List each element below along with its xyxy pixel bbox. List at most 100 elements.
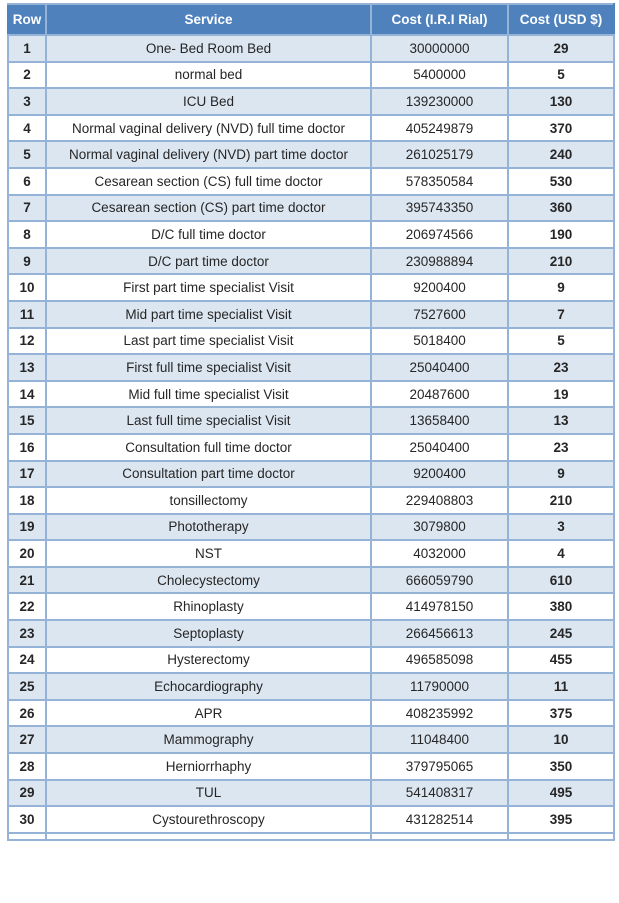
cost-usd-cell: 210 <box>507 246 615 276</box>
row-number-cell: 10 <box>7 273 47 302</box>
table-row: 25 Echocardiography 11790000 11 <box>7 672 615 701</box>
partial-clipped-cell <box>7 831 47 841</box>
cost-usd-cell: 23 <box>507 353 615 382</box>
service-cell: APR <box>45 698 372 728</box>
table-row: 30 Cystourethroscopy 431282514 395 <box>7 805 615 834</box>
row-number-cell: 14 <box>7 379 47 409</box>
table-row: 14 Mid full time specialist Visit 20487600… <box>7 379 615 409</box>
table-row: 24 Hysterectomy 496585098 455 <box>7 645 615 675</box>
cost-rial-cell: 261025179 <box>370 140 509 169</box>
cost-rial-cell: 4032000 <box>370 539 509 568</box>
service-cell: Normal vaginal delivery (NVD) part time … <box>45 140 372 169</box>
cost-usd-cell: 360 <box>507 193 615 223</box>
cost-rial-cell: 11790000 <box>370 672 509 701</box>
table-row: 3 ICU Bed 139230000 130 <box>7 87 615 116</box>
header-cell-row: Row <box>7 3 47 36</box>
table-row: 19 Phototherapy 3079800 3 <box>7 512 615 542</box>
cost-rial-cell: 9200400 <box>370 273 509 302</box>
table-row: 20 NST 4032000 4 <box>7 539 615 568</box>
services-cost-table: Row Service Cost (I.R.I Rial) Cost (USD … <box>7 3 615 841</box>
cost-rial-cell: 30000000 <box>370 34 509 63</box>
cost-usd-cell: 395 <box>507 805 615 834</box>
cost-rial-cell: 5400000 <box>370 60 509 90</box>
cost-rial-cell: 266456613 <box>370 619 509 648</box>
row-number-cell: 16 <box>7 432 47 462</box>
row-number-cell: 28 <box>7 752 47 781</box>
cost-usd-cell: 3 <box>507 512 615 542</box>
service-cell: Hysterectomy <box>45 645 372 675</box>
service-cell: normal bed <box>45 60 372 90</box>
service-cell: Consultation full time doctor <box>45 432 372 462</box>
table-row: 4 Normal vaginal delivery (NVD) full time… <box>7 113 615 143</box>
service-cell: Rhinoplasty <box>45 592 372 622</box>
table-row: 17 Consultation part time doctor 9200400 9 <box>7 459 615 489</box>
table-body: 1 One- Bed Room Bed 30000000 29 2 normal bed 5… <box>7 34 615 841</box>
cost-rial-cell: 3079800 <box>370 512 509 542</box>
partial-clipped-cell <box>507 831 615 841</box>
table-row: 22 Rhinoplasty 414978150 380 <box>7 592 615 622</box>
cost-rial-cell: 25040400 <box>370 353 509 382</box>
row-number-cell: 29 <box>7 778 47 808</box>
service-cell: ICU Bed <box>45 87 372 116</box>
table-row: 27 Mammography 11048400 10 <box>7 725 615 755</box>
row-number-cell: 11 <box>7 299 47 329</box>
table-row: 9 D/C part time doctor 230988894 210 <box>7 246 615 276</box>
cost-rial-cell: 25040400 <box>370 432 509 462</box>
cost-rial-cell: 408235992 <box>370 698 509 728</box>
service-cell: Septoplasty <box>45 619 372 648</box>
cost-rial-cell: 139230000 <box>370 87 509 116</box>
cost-usd-cell: 375 <box>507 698 615 728</box>
cost-rial-cell: 5018400 <box>370 326 509 356</box>
service-cell: tonsillectomy <box>45 486 372 515</box>
row-number-cell: 17 <box>7 459 47 489</box>
cost-usd-cell: 350 <box>507 752 615 781</box>
service-cell: Cystourethroscopy <box>45 805 372 834</box>
row-number-cell: 27 <box>7 725 47 755</box>
service-cell: Normal vaginal delivery (NVD) full time … <box>45 113 372 143</box>
row-number-cell: 12 <box>7 326 47 356</box>
row-number-cell: 8 <box>7 220 47 249</box>
cost-rial-cell: 13658400 <box>370 406 509 435</box>
row-number-cell: 24 <box>7 645 47 675</box>
cost-usd-cell: 240 <box>507 140 615 169</box>
cost-usd-cell: 29 <box>507 34 615 63</box>
row-number-cell: 4 <box>7 113 47 143</box>
row-number-cell: 3 <box>7 87 47 116</box>
partial-clipped-cell <box>370 831 509 841</box>
partial-clipped-cell <box>45 831 372 841</box>
cost-usd-cell: 370 <box>507 113 615 143</box>
row-number-cell: 26 <box>7 698 47 728</box>
row-number-cell: 9 <box>7 246 47 276</box>
table-row: 8 D/C full time doctor 206974566 190 <box>7 220 615 249</box>
table-row: 29 TUL 541408317 495 <box>7 778 615 808</box>
service-cell: Last full time specialist Visit <box>45 406 372 435</box>
row-number-cell: 2 <box>7 60 47 90</box>
cost-rial-cell: 7527600 <box>370 299 509 329</box>
cost-rial-cell: 496585098 <box>370 645 509 675</box>
service-cell: Cholecystectomy <box>45 565 372 595</box>
cost-rial-cell: 666059790 <box>370 565 509 595</box>
header-cell-service: Service <box>45 3 372 36</box>
cost-usd-cell: 610 <box>507 565 615 595</box>
service-cell: Consultation part time doctor <box>45 459 372 489</box>
row-number-cell: 25 <box>7 672 47 701</box>
table-row: 7 Cesarean section (CS) part time doctor 3… <box>7 193 615 223</box>
cost-usd-cell: 530 <box>507 166 615 196</box>
service-cell: Mid full time specialist Visit <box>45 379 372 409</box>
service-cell: One- Bed Room Bed <box>45 34 372 63</box>
cost-usd-cell: 455 <box>507 645 615 675</box>
service-cell: NST <box>45 539 372 568</box>
table-row: 28 Herniorrhaphy 379795065 350 <box>7 752 615 781</box>
cost-usd-cell: 210 <box>507 486 615 515</box>
table-row: 21 Cholecystectomy 666059790 610 <box>7 565 615 595</box>
service-cell: Herniorrhaphy <box>45 752 372 781</box>
service-cell: First part time specialist Visit <box>45 273 372 302</box>
service-cell: D/C part time doctor <box>45 246 372 276</box>
table-row: 6 Cesarean section (CS) full time doctor 5… <box>7 166 615 196</box>
cost-usd-cell: 4 <box>507 539 615 568</box>
row-number-cell: 5 <box>7 140 47 169</box>
service-cell: Echocardiography <box>45 672 372 701</box>
table-row: 10 First part time specialist Visit 920040… <box>7 273 615 302</box>
cost-usd-cell: 11 <box>507 672 615 701</box>
